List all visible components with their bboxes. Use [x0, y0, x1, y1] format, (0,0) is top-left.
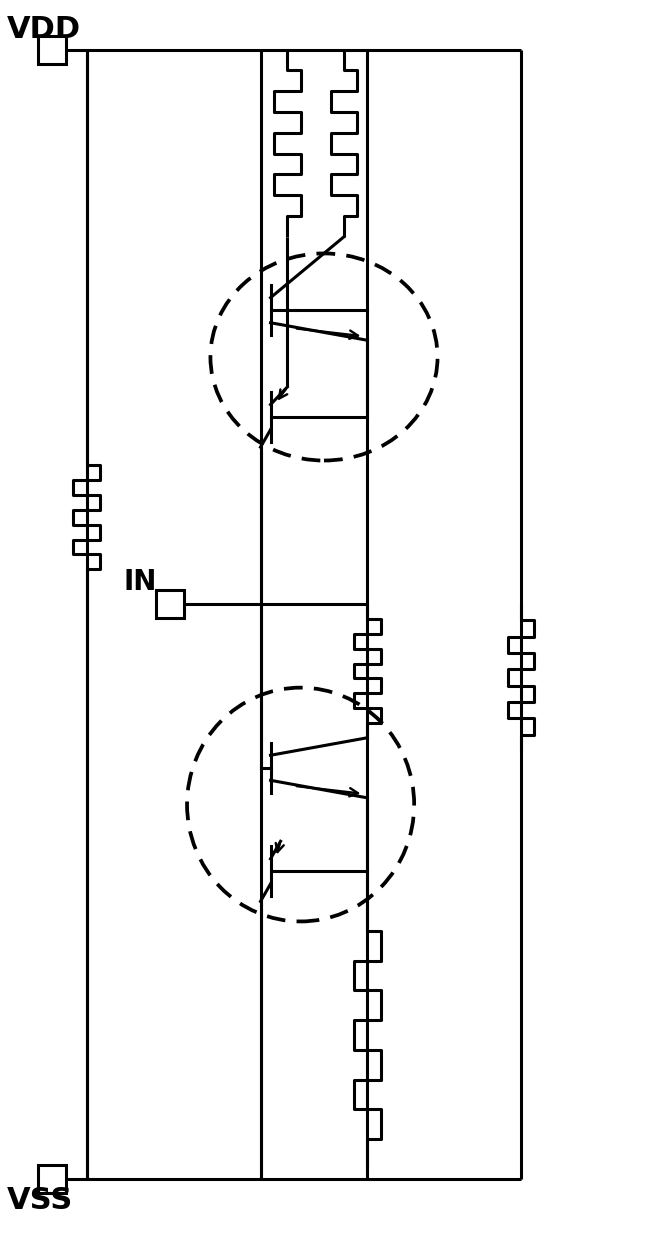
Bar: [156, 590, 184, 618]
Text: IN: IN: [124, 569, 157, 596]
Bar: [38, 1165, 66, 1193]
Text: VSS: VSS: [7, 1187, 73, 1215]
Text: VDD: VDD: [7, 15, 81, 45]
Bar: [38, 36, 66, 63]
